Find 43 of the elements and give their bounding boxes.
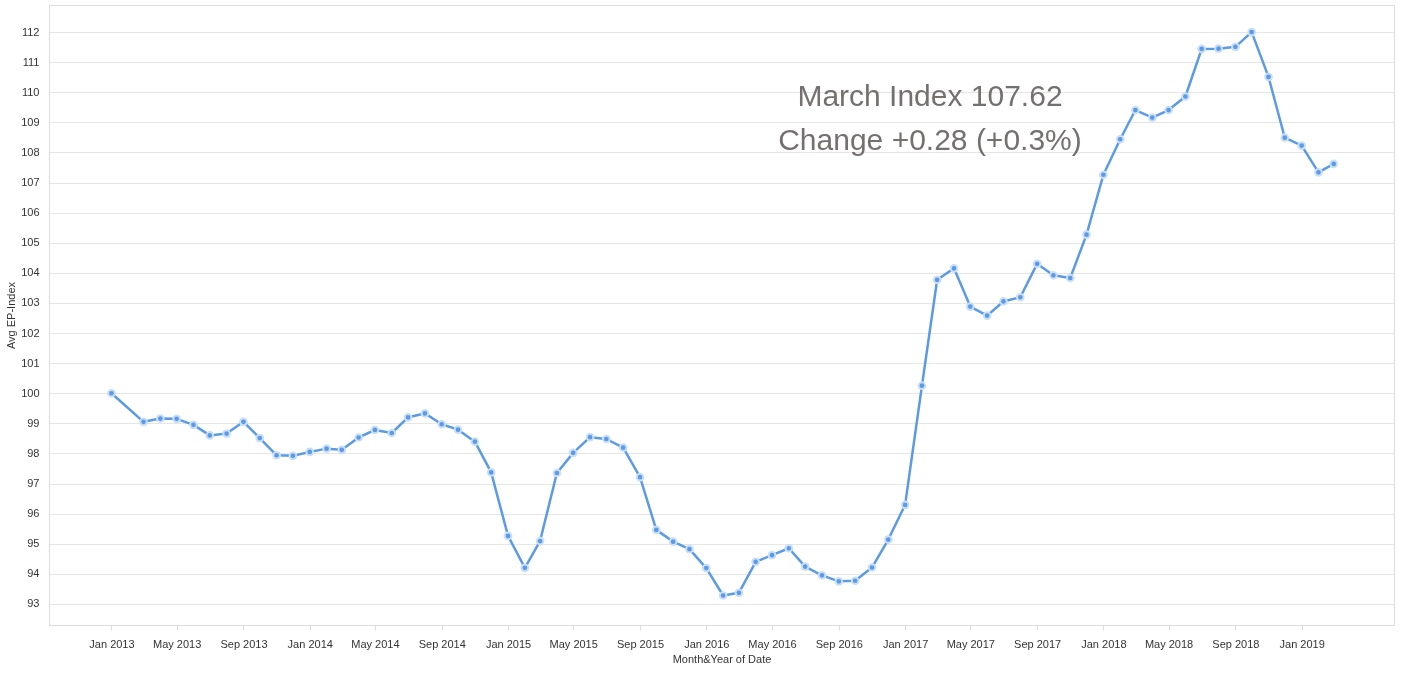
x-tick-label: Jan 2013 (89, 637, 135, 650)
x-tick-label: Jan 2014 (287, 637, 333, 650)
y-tick-label: 110 (21, 85, 40, 98)
x-tick-label: Sep 2018 (1212, 637, 1260, 650)
y-tick-label: 96 (27, 507, 40, 520)
x-tick-label: May 2017 (946, 637, 995, 650)
y-tick-label: 108 (21, 145, 40, 158)
x-tick-label: May 2018 (1144, 637, 1194, 650)
y-tick-label: 112 (21, 25, 40, 38)
y-tick-label: 111 (22, 55, 40, 68)
x-tick-label: Sep 2014 (418, 637, 466, 650)
y-tick-label: 100 (21, 386, 40, 399)
x-tick-label: Jan 2016 (684, 637, 730, 650)
x-tick-label: Sep 2015 (616, 637, 665, 650)
x-tick-label: May 2016 (748, 637, 797, 650)
x-tick-label: Jan 2015 (485, 637, 532, 650)
x-tick-label: Sep 2013 (220, 637, 268, 650)
y-tick-label: 98 (27, 446, 40, 459)
x-tick-label: May 2015 (549, 637, 598, 650)
x-tick-label: Sep 2017 (1014, 637, 1062, 650)
x-tick-label: Jan 2017 (882, 637, 929, 650)
y-tick-label: 103 (21, 296, 40, 309)
y-tick-label: 107 (21, 176, 40, 189)
x-tick-label: Sep 2016 (815, 637, 863, 650)
y-tick-label: 105 (21, 236, 40, 249)
annotation: March Index 107.62 (797, 79, 1063, 112)
y-tick-label: 94 (27, 567, 40, 580)
y-tick-label: 109 (21, 115, 40, 128)
y-tick-label: 106 (21, 206, 40, 219)
x-tick-label: May 2014 (351, 637, 400, 650)
x-axis-title: Month&Year of Date (672, 652, 772, 665)
y-tick-label: 102 (21, 326, 40, 339)
y-tick-label: 93 (27, 597, 40, 610)
x-tick-label: Jan 2018 (1081, 637, 1127, 650)
x-tick-label: Jan 2019 (1279, 637, 1325, 650)
x-tick-label: May 2013 (153, 637, 202, 650)
y-tick-label: 104 (21, 266, 40, 279)
y-tick-label: 95 (27, 537, 40, 550)
y-axis-title: Avg EP-Index (5, 281, 18, 350)
y-tick-label: 101 (21, 356, 40, 369)
annotation: Change +0.28 (+0.3%) (778, 123, 1082, 156)
y-tick-label: 97 (27, 477, 40, 490)
y-tick-label: 99 (27, 416, 40, 429)
